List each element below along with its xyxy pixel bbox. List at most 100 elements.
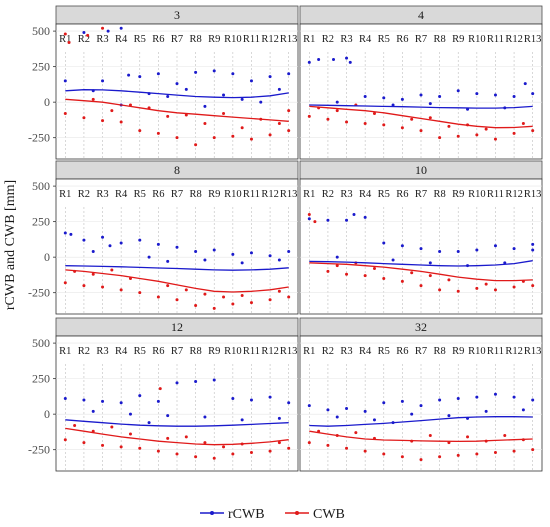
rcwb-point [456, 397, 460, 401]
rcwb-point [166, 414, 170, 418]
region-label: R11 [487, 189, 504, 200]
cwb-point [307, 213, 311, 217]
cwb-point [382, 276, 386, 280]
region-label: R12 [261, 34, 279, 45]
region-label: R9 [208, 189, 220, 200]
rcwb-point [212, 69, 216, 73]
cwb-point [335, 109, 339, 113]
region-label: R5 [378, 34, 390, 45]
region-label: R9 [452, 34, 464, 45]
rcwb-point [428, 102, 432, 106]
region-label: R1 [303, 189, 315, 200]
facet-title: 3 [174, 8, 180, 22]
cwb-point [156, 449, 160, 453]
region-label: R3 [340, 346, 352, 357]
rcwb-point [382, 241, 386, 245]
region-label: R4 [359, 346, 372, 357]
rcwb-point [503, 261, 507, 265]
cwb-point [493, 451, 497, 455]
cwb-point [345, 446, 349, 450]
y-tick-label: 250 [32, 372, 50, 386]
rcwb-point [184, 87, 188, 91]
cwb-point [249, 451, 253, 455]
cwb-point [475, 452, 479, 456]
rcwb-point [512, 247, 516, 251]
cwb-point [175, 136, 179, 140]
plot-area [299, 178, 543, 315]
rcwb-point [268, 395, 272, 399]
cwb-point [335, 264, 339, 268]
region-label: R1 [303, 34, 315, 45]
region-label: R9 [452, 346, 464, 357]
rcwb-point [203, 258, 207, 262]
cwb-point [222, 445, 226, 449]
cwb-point [249, 301, 253, 305]
region-label: R12 [261, 189, 279, 200]
region-label: R11 [243, 346, 260, 357]
rcwb-point [438, 398, 442, 402]
rcwb-point [307, 60, 311, 64]
rcwb-point [345, 56, 349, 60]
cwb-point [307, 441, 311, 445]
region-label: R1 [59, 34, 71, 45]
region-label: R13 [280, 189, 298, 200]
cwb-trend-line [309, 430, 533, 443]
rcwb-point [119, 26, 123, 30]
cwb-point [326, 443, 330, 447]
rcwb-point [382, 401, 386, 405]
cwb-point [438, 455, 442, 459]
cwb-point [82, 441, 86, 445]
cwb-point [82, 284, 86, 288]
rcwb-point [345, 406, 349, 410]
rcwb-point [523, 82, 527, 86]
cwb-point [287, 129, 291, 133]
y-tick-label: 0 [44, 250, 50, 264]
rcwb-point [493, 244, 497, 248]
rcwb-point [194, 379, 198, 383]
rcwb-point [400, 244, 404, 248]
region-label: R4 [359, 34, 372, 45]
rcwb-point [203, 104, 207, 108]
rcwb-trend-line [309, 104, 533, 109]
legend: rCWB CWB [200, 507, 345, 522]
rcwb-point [249, 79, 253, 83]
rcwb-point [287, 249, 291, 253]
region-label: R2 [322, 189, 334, 200]
rcwb-trend-line [65, 265, 289, 271]
cwb-trend-line [65, 427, 289, 446]
cwb-point [277, 289, 281, 293]
region-label: R4 [115, 189, 128, 200]
region-label: R9 [452, 189, 464, 200]
rcwb-point [475, 248, 479, 252]
cwb-point [101, 285, 105, 289]
cwb-point [184, 435, 188, 439]
region-label: R10 [224, 34, 242, 45]
rcwb-point [419, 247, 423, 251]
rcwb-point [82, 398, 86, 402]
cwb-point [277, 441, 281, 445]
cwb-point [400, 455, 404, 459]
facet-panel: 32 R1 R2 R3 R4 R5 R6 R7 R8 R9 R10 R11 R12 R13 [299, 317, 543, 472]
y-tick-label: -250 [28, 443, 50, 457]
rcwb-point [268, 75, 272, 79]
rcwb-point [166, 94, 170, 98]
region-label: R1 [303, 346, 315, 357]
region-label: R4 [115, 34, 128, 45]
rcwb-point [287, 401, 291, 405]
region-label: R7 [171, 189, 183, 200]
y-tick-label: 0 [44, 407, 50, 421]
cwb-point [110, 109, 114, 113]
legend-key-point [295, 511, 299, 515]
rcwb-point [156, 72, 160, 76]
rcwb-point [222, 93, 226, 97]
cwb-point [531, 129, 535, 133]
rcwb-point [63, 397, 67, 401]
rcwb-point [531, 92, 535, 96]
region-label: R1 [59, 189, 71, 200]
region-label: R2 [322, 346, 334, 357]
cwb-point [101, 26, 105, 30]
region-label: R1 [59, 346, 71, 357]
rcwb-point [475, 92, 479, 96]
cwb-point [119, 288, 123, 292]
cwb-point [345, 120, 349, 124]
